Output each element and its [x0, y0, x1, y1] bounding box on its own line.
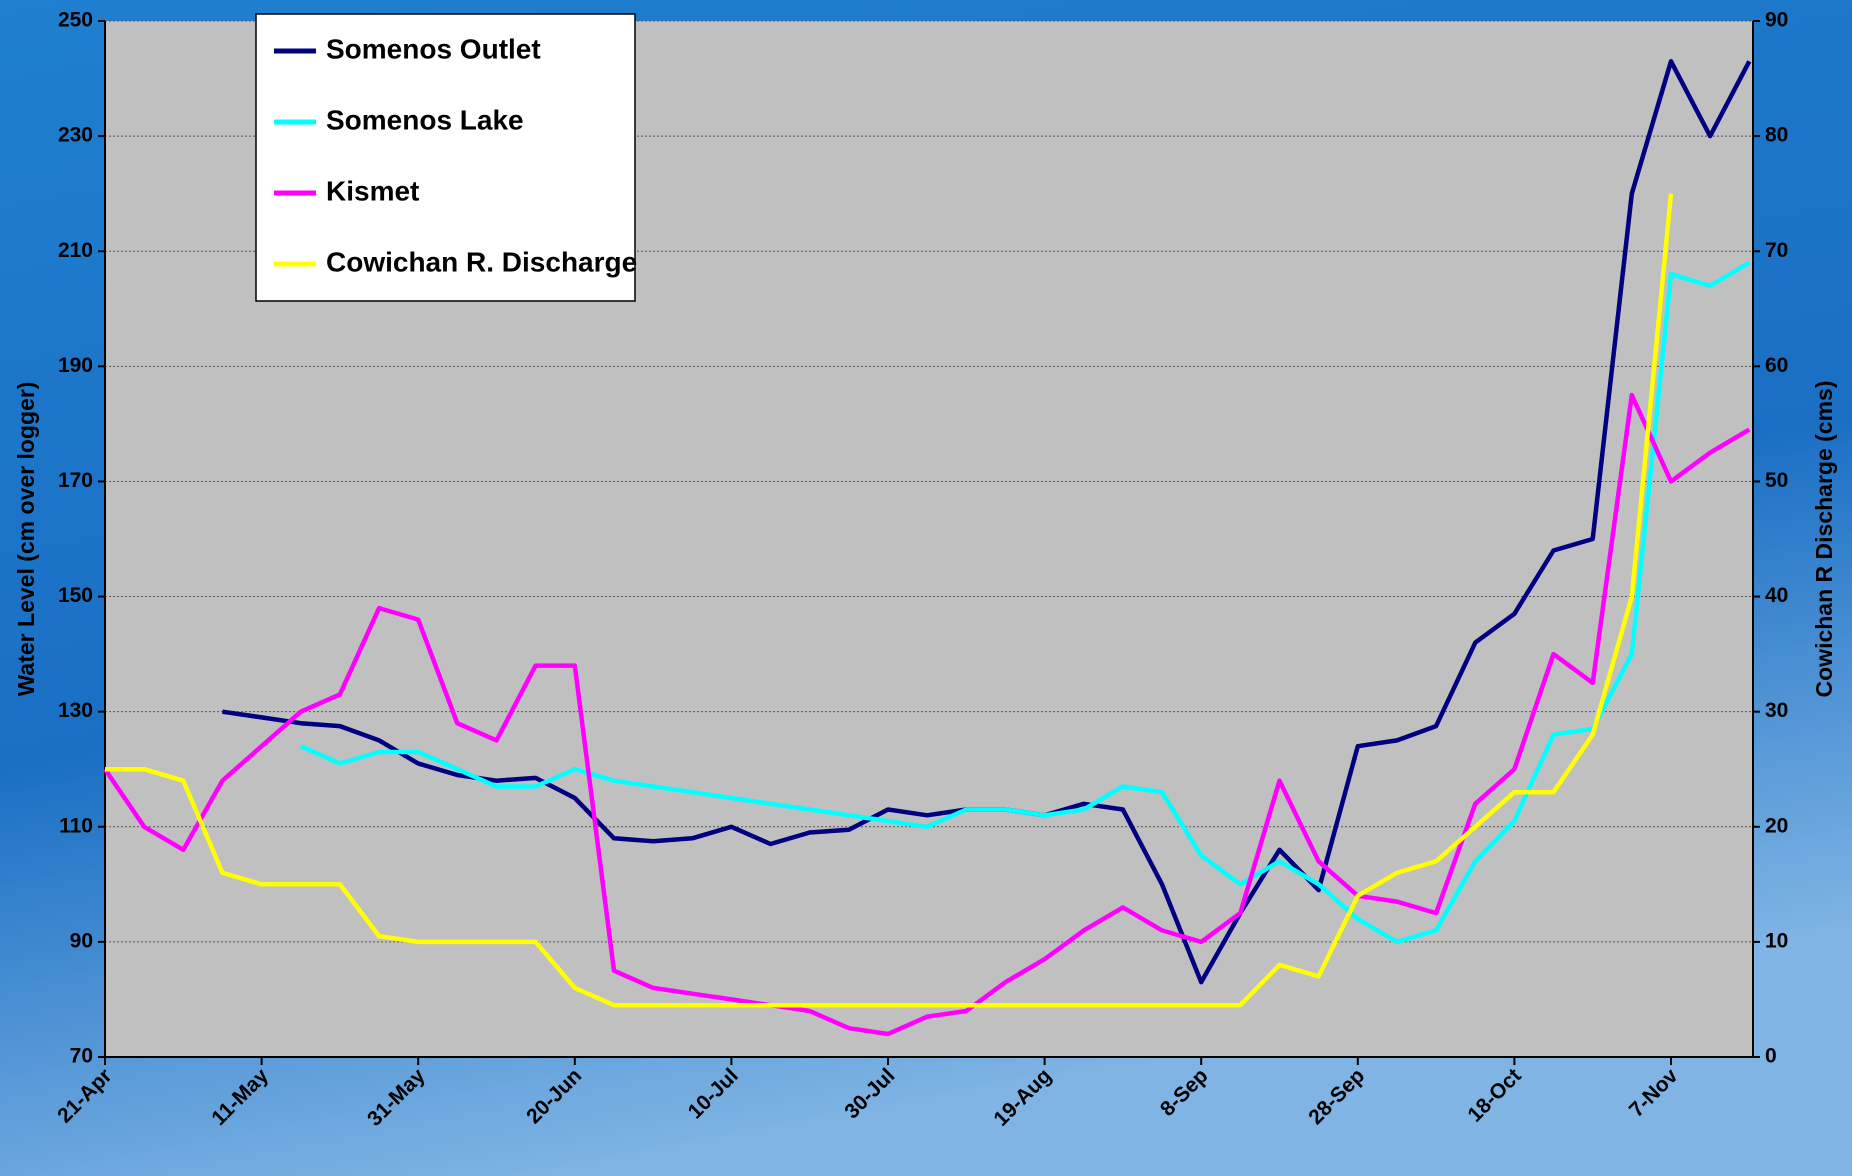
y-tick-label: 190: [58, 354, 93, 377]
y2-tick-label: 30: [1765, 699, 1788, 722]
y-tick-label: 70: [70, 1045, 93, 1068]
y-tick-label: 150: [58, 584, 93, 607]
legend-label: Somenos Outlet: [326, 33, 541, 64]
y2-tick-label: 80: [1765, 124, 1788, 147]
y2-tick-label: 10: [1765, 929, 1788, 952]
series-line: [299, 260, 1751, 945]
y2-tick-label: 40: [1765, 584, 1788, 607]
y2-tick-label: 0: [1765, 1045, 1777, 1068]
y2-tick-label: 50: [1765, 469, 1788, 492]
y-tick-label: 210: [58, 239, 93, 262]
y2-tick-label: 70: [1765, 239, 1788, 262]
y-axis-title: Water Level (cm over logger): [13, 382, 39, 697]
series-line: [103, 392, 1751, 1037]
y2-tick-label: 90: [1765, 9, 1788, 32]
y-tick-label: 230: [58, 124, 93, 147]
y-tick-label: 130: [58, 699, 93, 722]
legend-label: Cowichan R. Discharge: [326, 246, 637, 277]
y-tick-label: 90: [70, 929, 93, 952]
y-tick-label: 250: [58, 9, 93, 32]
y-tick-label: 110: [59, 814, 93, 837]
legend-label: Somenos Lake: [326, 104, 524, 135]
legend-box: [255, 13, 636, 302]
y2-axis-title: Cowichan R Discharge (cms): [1811, 381, 1837, 698]
series-line: [105, 193, 1674, 1008]
y2-tick-label: 60: [1765, 354, 1788, 377]
legend-label: Kismet: [326, 175, 419, 206]
y-tick-label: 170: [58, 469, 93, 492]
y2-tick-label: 20: [1765, 814, 1788, 837]
